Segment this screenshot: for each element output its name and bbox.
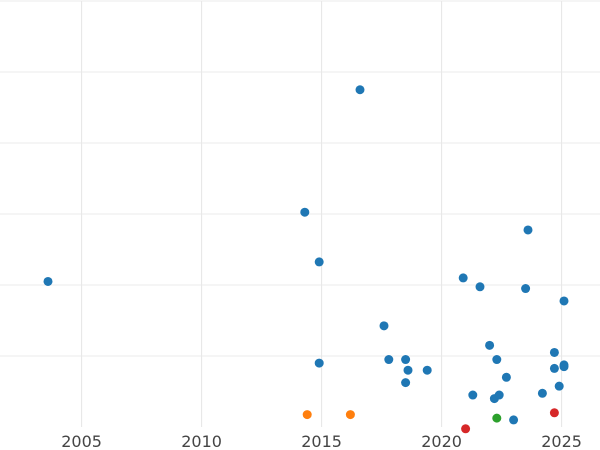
data-point-s0-4 [355, 85, 365, 95]
data-point-s0-23 [549, 347, 559, 357]
data-point-s3-1 [549, 408, 559, 418]
data-point-s1-1 [345, 410, 355, 420]
data-point-s0-9 [401, 378, 411, 388]
data-point-s0-24 [549, 363, 559, 373]
data-point-s0-28 [559, 296, 569, 306]
data-point-s1-0 [302, 410, 312, 420]
data-point-s0-14 [485, 340, 495, 350]
data-point-s0-17 [494, 390, 504, 400]
x-tick-label-3: 2020 [421, 432, 462, 450]
data-point-s0-21 [523, 225, 533, 235]
data-point-s0-20 [521, 284, 531, 294]
gridlines [0, 0, 600, 427]
data-point-s0-19 [509, 415, 519, 425]
data-point-s0-16 [492, 355, 502, 365]
data-point-s0-2 [314, 257, 324, 267]
x-tick-label-4: 2025 [541, 432, 582, 450]
data-point-s0-0 [43, 276, 53, 286]
data-point-s0-13 [475, 282, 485, 292]
data-point-s0-11 [458, 273, 468, 283]
data-points [43, 85, 569, 434]
data-point-s0-27 [559, 362, 569, 372]
data-point-s0-25 [554, 381, 564, 391]
data-point-s0-1 [300, 207, 310, 217]
data-point-s0-7 [401, 355, 411, 365]
data-point-s2-0 [492, 413, 502, 423]
data-point-s0-10 [422, 365, 432, 375]
data-point-s3-0 [461, 424, 471, 434]
x-tick-label-2: 2015 [301, 432, 342, 450]
x-tick-label-1: 2010 [181, 432, 222, 450]
data-point-s0-5 [379, 321, 389, 331]
data-point-s0-3 [314, 358, 324, 368]
data-point-s0-22 [537, 388, 547, 398]
data-point-s0-12 [468, 390, 478, 400]
data-point-s0-8 [403, 365, 413, 375]
x-axis-ticks: 2005 2010 2015 2020 2025 [61, 432, 582, 450]
data-point-s0-6 [384, 355, 394, 365]
data-point-s0-18 [501, 372, 511, 382]
x-tick-label-0: 2005 [61, 432, 102, 450]
